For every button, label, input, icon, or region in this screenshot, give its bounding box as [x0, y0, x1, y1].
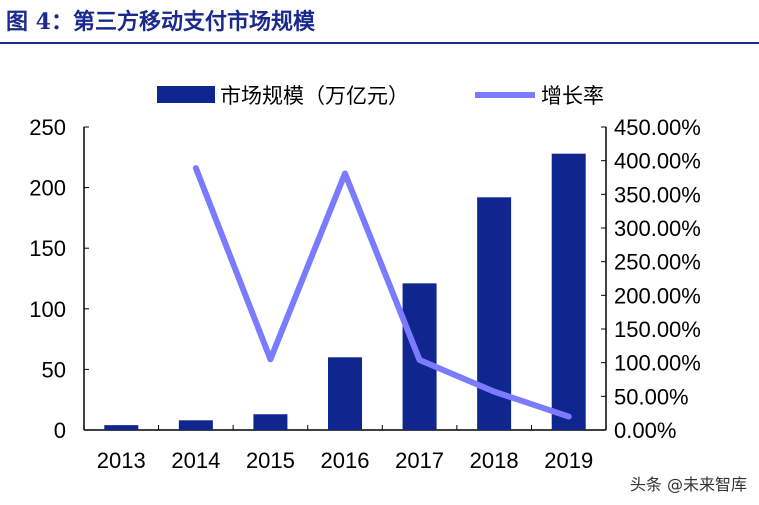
title-rule	[0, 42, 759, 44]
right-tick-label: 250.00%	[614, 250, 701, 275]
left-tick-label: 50	[42, 357, 66, 382]
left-tick-label: 250	[29, 115, 66, 140]
left-tick-label: 150	[29, 236, 66, 261]
right-tick-label: 0.00%	[614, 418, 676, 443]
right-tick-label: 400.00%	[614, 149, 701, 174]
growth-rate-line	[192, 165, 572, 420]
x-tick-label: 2019	[544, 448, 593, 473]
right-tick-label: 50.00%	[614, 384, 689, 409]
legend-bar-swatch	[157, 86, 215, 103]
x-tick-label: 2014	[171, 448, 220, 473]
bar-2016	[328, 357, 362, 430]
right-tick-label: 450.00%	[614, 115, 701, 140]
bar-2013	[104, 425, 139, 430]
legend-bar-label: 市场规模（万亿元）	[220, 84, 409, 108]
right-tick-label: 350.00%	[614, 182, 701, 207]
x-tick-label: 2015	[246, 448, 295, 473]
left-tick-label: 100	[29, 297, 66, 322]
bar-2019	[551, 153, 586, 430]
figure-title: 图 4：第三方移动支付市场规模	[6, 9, 315, 35]
x-tick-label: 2018	[470, 448, 519, 473]
left-tick-label: 200	[29, 176, 66, 201]
right-tick-label: 200.00%	[614, 283, 701, 308]
legend-line-label: 增长率	[541, 84, 604, 108]
bar-2014	[178, 420, 213, 430]
right-tick-label: 150.00%	[614, 317, 701, 342]
right-tick-label: 100.00%	[614, 351, 701, 376]
x-tick-label: 2017	[395, 448, 444, 473]
left-tick-label: 0	[54, 418, 66, 443]
x-tick-label: 2013	[97, 448, 146, 473]
x-tick-label: 2016	[321, 448, 370, 473]
bar-2015	[253, 414, 288, 430]
watermark: 头条 @未来智库	[629, 475, 747, 494]
right-tick-label: 300.00%	[614, 216, 701, 241]
